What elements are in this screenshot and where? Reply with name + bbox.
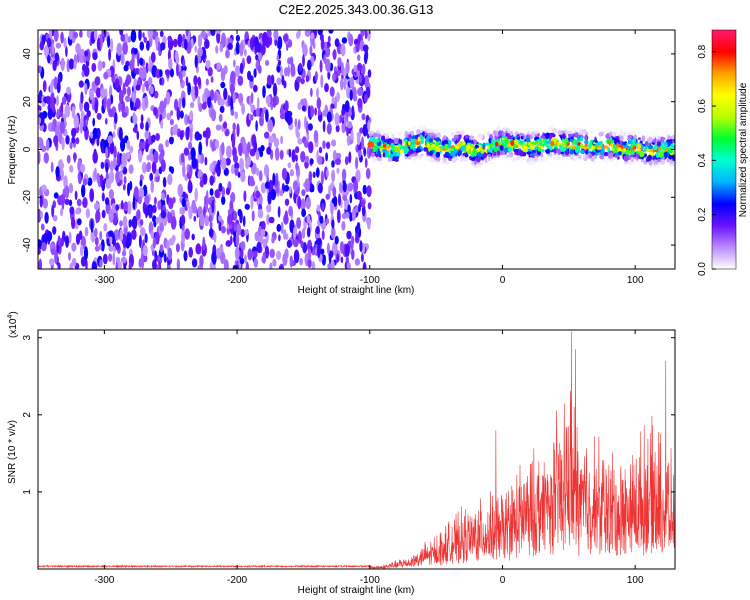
y-tick-label: 1 [22, 489, 33, 495]
x-tick-label: -300 [94, 275, 114, 286]
x-tick-label: 0 [500, 575, 506, 586]
colorbar: 0.0 0.2 0.4 0.6 0.8 Normalized spectral ampl… [697, 29, 749, 276]
y-tick-label: 40 [22, 48, 33, 60]
y-tick-label: 2 [22, 412, 33, 418]
colorbar-tick-label: 0.6 [697, 99, 708, 113]
x-tick-label: -300 [94, 575, 114, 586]
colorbar-tick-label: 0.2 [697, 207, 708, 221]
snr-x-label: Height of straight line (km) [298, 585, 415, 596]
colorbar-gradient [711, 29, 737, 270]
colorbar-tick-label: 0.4 [697, 153, 708, 167]
snr-series [38, 331, 675, 569]
snr-frame [37, 329, 676, 570]
colorbar-tick-label: 0.0 [697, 262, 708, 276]
x-tick-label: -200 [227, 575, 247, 586]
snr-x-ticks: -300 -200 -100 0 100 [94, 330, 644, 586]
snr-multiplier: (x104) [7, 311, 19, 338]
x-tick-label: 100 [627, 275, 644, 286]
spectrogram-y-ticks: -40 -20 0 20 40 [22, 48, 675, 252]
svg-text:(x104): (x104) [7, 311, 19, 338]
colorbar-tick-label: 0.8 [697, 44, 708, 58]
colorbar-ticks: 0.0 0.2 0.4 0.6 0.8 [697, 44, 716, 276]
multiplier-text: (x10 [8, 318, 19, 338]
y-tick-label: -40 [22, 237, 33, 252]
heatmap-cells [38, 30, 675, 269]
y-tick-label: 20 [22, 96, 33, 108]
multiplier-exponent: 4 [7, 315, 14, 319]
y-tick-label: 3 [22, 334, 33, 340]
figure-title: C2E2.2025.343.00.36.G13 [279, 2, 434, 17]
x-tick-label: -200 [227, 275, 247, 286]
snr-y-label: SNR (10 * v/v) [7, 420, 18, 484]
x-tick-label: -100 [360, 275, 380, 286]
spectrogram-x-ticks: -300 -200 -100 0 100 [94, 30, 644, 286]
spectrogram-y-label: Frequency (Hz) [7, 116, 18, 185]
y-tick-label: 0 [22, 146, 33, 152]
snr-y-ticks: 1 2 3 [22, 334, 675, 495]
x-tick-label: 0 [500, 275, 506, 286]
snr-panel: -300 -200 -100 0 100 1 2 3 Height of straight … [7, 311, 676, 596]
x-tick-label: -100 [360, 575, 380, 586]
colorbar-label: Normalized spectral amplitude [738, 82, 749, 217]
spectrogram-x-label: Height of straight line (km) [298, 285, 415, 296]
multiplier-close: ) [8, 311, 19, 314]
y-tick-label: -20 [22, 190, 33, 205]
x-tick-label: 100 [627, 575, 644, 586]
snr-line [38, 331, 675, 569]
